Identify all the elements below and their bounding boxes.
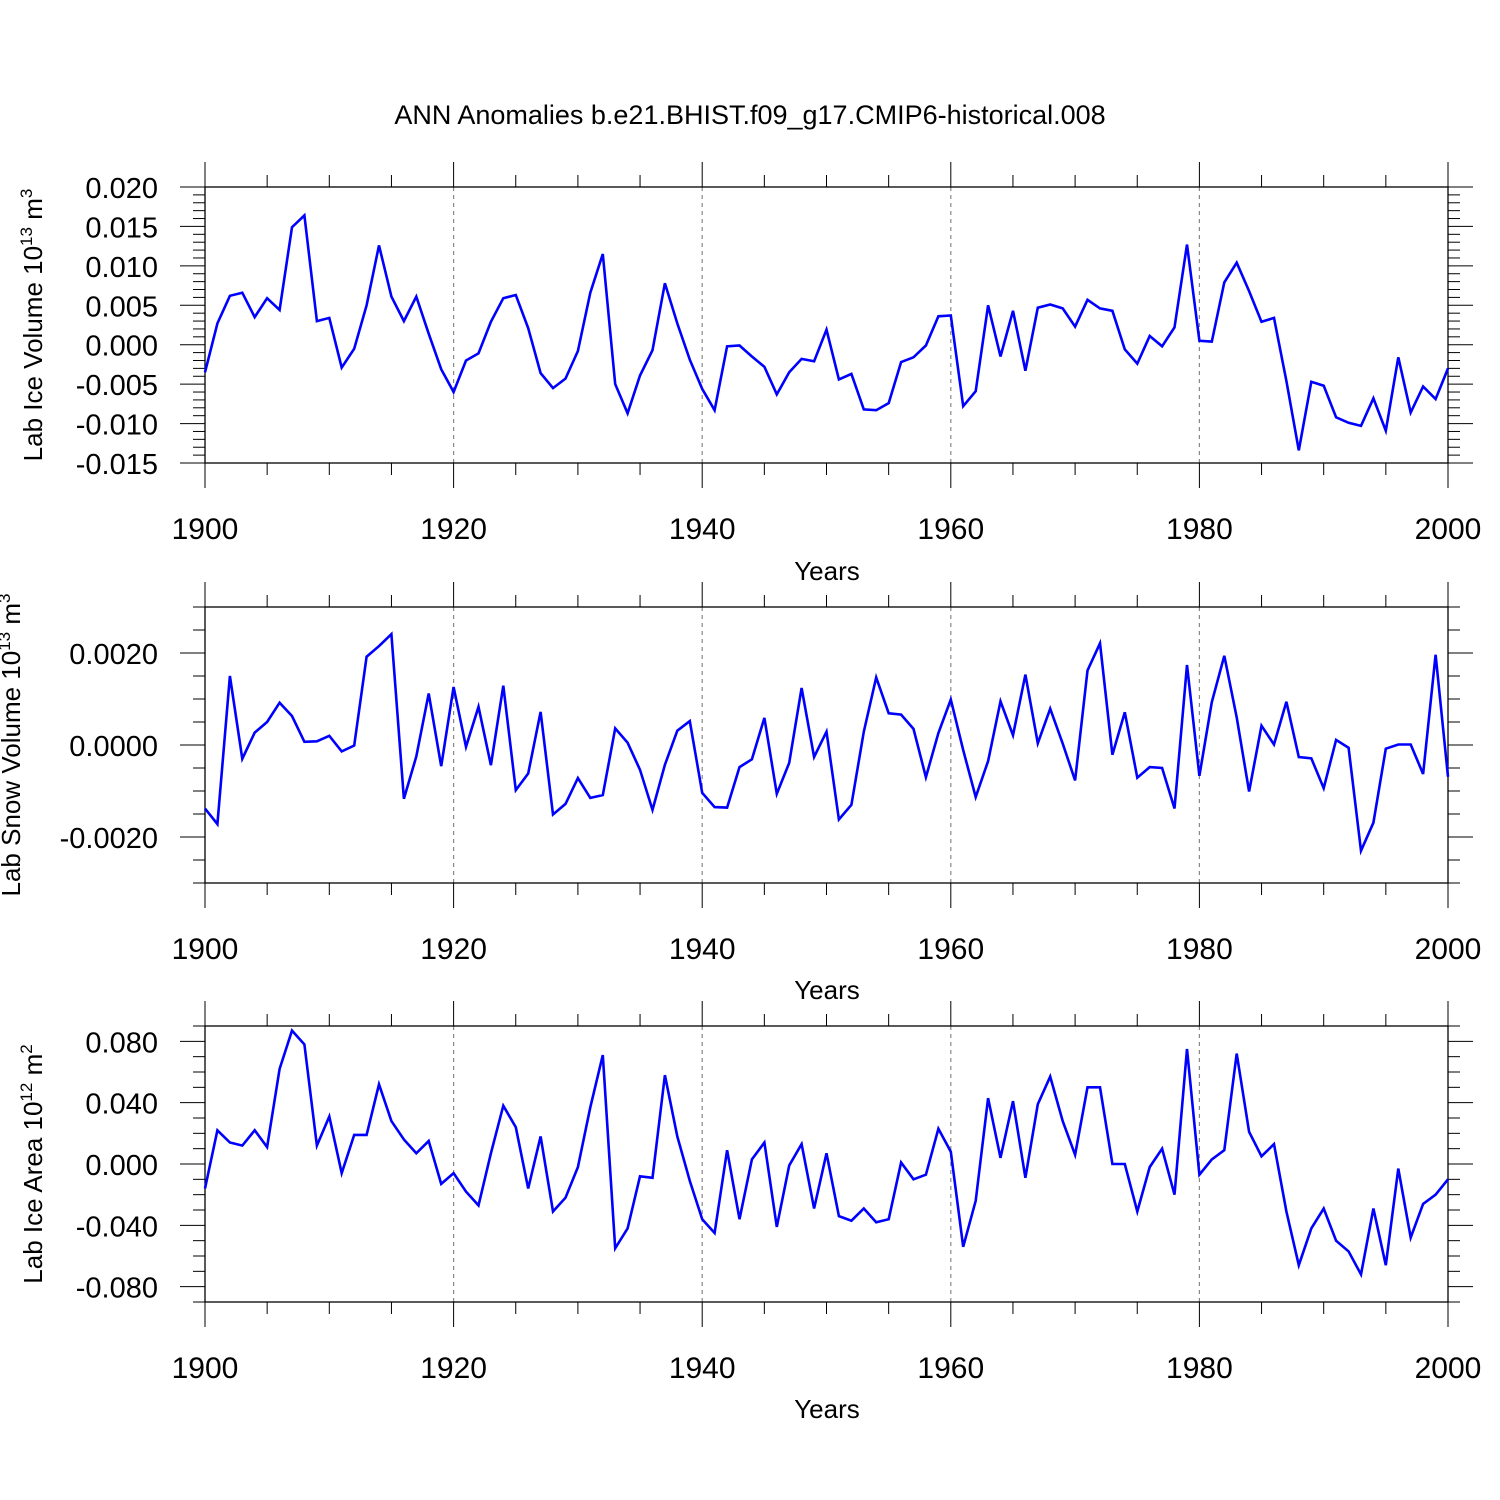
snow-volume-xtick-label-1900: 1900 [172,933,239,966]
ice-volume-xtick-label-1960: 1960 [917,513,984,546]
snow-volume-ytick-label: 0.0000 [69,731,158,763]
ice-volume-ytick-label: -0.005 [76,370,158,402]
snow-volume-xtick-label-2000: 2000 [1415,933,1482,966]
ice-area-xtick-label-2000: 2000 [1415,1352,1482,1385]
ice-area-series-line [203,1028,1450,1279]
ice-volume-series-line [203,212,1450,451]
ice-volume-plot-frame [204,186,1449,464]
snow-volume-series-line [203,631,1450,856]
ice-volume-ytick-label: -0.015 [76,449,158,481]
ice-area-xtick-label-1980: 1980 [1166,1352,1233,1385]
ice-volume-ytick-label: 0.015 [85,212,158,244]
snow-volume-xlabel: Years [794,975,860,1005]
snow-volume-xtick-label-1980: 1980 [1166,933,1233,966]
ice-area-ylabel: Lab Ice Area 1012 m2 [17,1044,48,1283]
ice-area-panel: Lab Ice Area 1012 m2 Years -0.080 -0.040 0… [17,1001,1481,1424]
ice-volume-xtick-label-1940: 1940 [669,513,736,546]
ice-volume-ylabel: Lab Ice Volume 1013 m3 [17,189,48,462]
ice-area-xtick-label-1920: 1920 [420,1352,487,1385]
ice-volume-xlabel: Years [794,556,860,586]
ice-volume-xtick-label-1980: 1980 [1166,513,1233,546]
ice-area-xlabel: Years [794,1394,860,1424]
snow-volume-panel: Lab Snow Volume 1013 m3 Years -0.0020 0.0… [0,582,1481,1005]
snow-volume-ytick-label: -0.0020 [60,823,158,855]
ice-volume-ytick-label: 0.020 [85,173,158,205]
snow-volume-ytick-label: 0.0020 [69,639,158,671]
ice-area-plot-frame [204,1025,1449,1303]
ice-volume-panel: Lab Ice Volume 1013 m3 Years -0.015 -0.01… [17,162,1481,586]
snow-volume-xtick-label-1920: 1920 [420,933,487,966]
ice-area-ytick-label: 0.080 [85,1027,158,1059]
ice-volume-ytick-label: 0.000 [85,331,158,363]
ice-area-xtick-label-1960: 1960 [917,1352,984,1385]
ice-volume-xtick-label-2000: 2000 [1415,513,1482,546]
snow-volume-xtick-label-1940: 1940 [669,933,736,966]
ice-area-xtick-label-1940: 1940 [669,1352,736,1385]
snow-volume-xtick-label-1960: 1960 [917,933,984,966]
ice-area-ytick-label: 0.040 [85,1089,158,1121]
ice-volume-ytick-label: 0.010 [85,252,158,284]
ice-area-ytick-label: 0.000 [85,1150,158,1182]
snow-volume-ylabel: Lab Snow Volume 1013 m3 [0,593,26,896]
ice-volume-xtick-label-1920: 1920 [420,513,487,546]
ice-volume-ytick-label: 0.005 [85,291,158,323]
chart-title: ANN Anomalies b.e21.BHIST.f09_g17.CMIP6-… [394,100,1105,130]
ice-area-ytick-label: -0.080 [76,1273,158,1305]
ice-volume-xtick-label-1900: 1900 [172,513,239,546]
ice-area-ytick-label: -0.040 [76,1211,158,1243]
ice-volume-ytick-label: -0.010 [76,410,158,442]
ice-area-xtick-label-1900: 1900 [172,1352,239,1385]
